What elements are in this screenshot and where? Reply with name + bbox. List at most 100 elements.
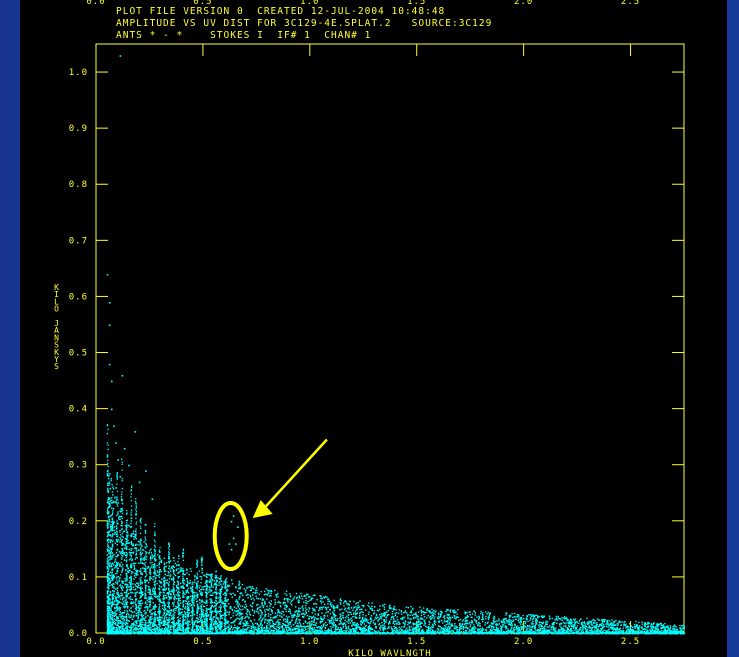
data-point	[173, 577, 175, 579]
data-point	[157, 574, 159, 577]
data-point	[316, 630, 318, 632]
data-point	[455, 618, 457, 620]
data-point	[322, 606, 324, 608]
data-point	[610, 622, 613, 624]
data-point	[109, 591, 112, 593]
data-point	[356, 628, 358, 630]
data-point	[392, 629, 395, 631]
data-point	[110, 626, 112, 628]
data-point	[165, 632, 167, 634]
data-point	[266, 619, 268, 621]
data-point	[328, 619, 331, 621]
data-point	[263, 590, 266, 593]
data-point	[185, 617, 187, 619]
data-point	[366, 621, 368, 623]
data-point	[485, 618, 487, 620]
data-point	[114, 614, 117, 617]
data-point	[566, 619, 568, 622]
y-axis-label-char: K	[54, 348, 60, 357]
data-point	[355, 606, 357, 608]
data-point	[218, 582, 220, 584]
data-point	[206, 628, 208, 631]
data-point	[427, 631, 429, 633]
data-point	[297, 626, 300, 628]
data-point	[134, 572, 136, 574]
data-point	[208, 630, 211, 632]
data-point	[118, 607, 120, 610]
data-point	[186, 629, 188, 631]
data-point	[198, 621, 200, 623]
data-point	[152, 601, 154, 604]
data-point	[233, 624, 236, 626]
data-point	[189, 605, 191, 607]
data-point	[118, 596, 120, 599]
data-point	[170, 621, 173, 624]
data-point	[158, 616, 160, 619]
data-point	[117, 603, 119, 605]
data-point	[589, 620, 591, 623]
data-point	[403, 625, 405, 628]
data-point	[287, 619, 289, 621]
data-point	[218, 592, 220, 594]
data-point	[332, 613, 335, 616]
data-point	[238, 618, 241, 621]
data-point	[369, 628, 371, 630]
data-point	[118, 631, 120, 634]
data-point	[116, 608, 118, 610]
data-point	[297, 625, 300, 627]
data-point	[538, 628, 540, 631]
data-point	[261, 598, 264, 600]
data-point	[129, 565, 132, 567]
data-point	[108, 587, 110, 589]
data-point	[675, 630, 678, 632]
data-point	[474, 614, 476, 616]
data-point	[173, 594, 175, 596]
data-point	[120, 617, 122, 619]
data-point	[389, 604, 391, 607]
data-point	[526, 631, 528, 633]
data-point	[265, 588, 268, 590]
data-point	[160, 591, 162, 594]
data-point	[343, 617, 345, 619]
data-point	[249, 614, 252, 616]
y-tick-label-2: 0.2	[69, 517, 88, 527]
data-point	[186, 615, 188, 617]
data-point	[117, 602, 120, 604]
data-point	[253, 612, 256, 614]
data-point	[648, 629, 651, 631]
data-point	[511, 626, 513, 628]
data-point	[431, 623, 434, 626]
data-point	[397, 621, 399, 623]
data-point	[615, 630, 617, 632]
data-point	[255, 626, 257, 629]
data-point	[388, 622, 390, 624]
data-point	[572, 621, 574, 623]
data-point	[277, 596, 279, 598]
data-point	[211, 580, 213, 582]
data-point	[107, 541, 110, 543]
y-tick-label-6: 0.6	[69, 292, 88, 302]
data-point	[488, 626, 490, 629]
data-point	[415, 622, 418, 625]
data-point	[299, 630, 301, 633]
data-point	[299, 625, 302, 627]
data-point	[221, 633, 223, 635]
data-point	[397, 630, 399, 632]
data-point	[339, 598, 342, 600]
data-point	[128, 571, 130, 573]
data-point	[400, 610, 402, 612]
data-point	[137, 587, 139, 589]
data-point	[587, 633, 590, 635]
data-point	[514, 632, 516, 634]
data-point	[255, 628, 258, 631]
data-point	[513, 631, 515, 633]
data-point	[112, 564, 115, 566]
top-axis-label-1: 0.5	[193, 0, 212, 7]
data-point	[134, 583, 136, 586]
data-point	[486, 631, 488, 633]
data-point	[165, 626, 167, 628]
data-point	[153, 620, 155, 622]
data-point	[473, 632, 475, 635]
data-point	[388, 605, 391, 607]
data-point	[638, 628, 640, 630]
